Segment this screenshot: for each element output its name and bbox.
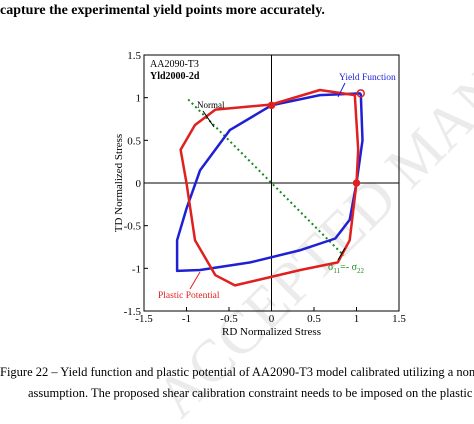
annotation-arrow — [189, 271, 201, 290]
point — [352, 179, 361, 187]
annotation: Normal — [197, 100, 225, 110]
annotation: σ11=- σ22 — [328, 262, 365, 275]
annotation-arrow — [337, 247, 346, 261]
point — [356, 89, 365, 98]
annotation-part: σ — [328, 262, 334, 273]
y-tick-label: 1.5 — [127, 50, 141, 62]
y-tick-label: 0.5 — [127, 135, 141, 147]
y-tick-label: -1 — [132, 263, 141, 275]
annotation-part: 22 — [357, 267, 365, 275]
y-tick-label: 0 — [136, 178, 142, 190]
legend-label: Plastic Potential — [158, 291, 220, 301]
annotation-arrow — [202, 110, 215, 128]
y-tick-label: 1 — [136, 93, 142, 105]
x-tick-label: -1 — [182, 313, 191, 325]
x-tick-label: 1 — [354, 313, 360, 325]
caption-line: assumption. The proposed shear calibrati… — [28, 386, 474, 400]
legend-label: Yield Function — [339, 73, 396, 83]
annotation: Yld2000-2d — [150, 71, 200, 82]
guide-line — [187, 98, 345, 257]
x-tick-label: 0 — [269, 313, 275, 325]
x-tick-label: -1.5 — [135, 313, 153, 325]
curve — [179, 88, 360, 287]
x-tick-label: -0.5 — [220, 313, 238, 325]
annotation-part: =- σ — [340, 262, 357, 273]
header-text: capture the experimental yield points mo… — [0, 3, 325, 18]
y-tick-label: -0.5 — [124, 221, 142, 233]
annotation-arrow — [337, 82, 346, 98]
x-tick-label: 1.5 — [392, 313, 406, 325]
y-tick-label: -1.5 — [124, 306, 142, 318]
x-axis-label: RD Normalized Stress — [222, 326, 321, 338]
caption-line: Figure 22 – Yield function and plastic p… — [0, 365, 474, 379]
x-tick-label: 0.5 — [307, 313, 321, 325]
point — [267, 101, 276, 110]
annotation-part: 11 — [333, 267, 340, 275]
annotation: AA2090-T3 — [150, 59, 199, 70]
y-axis-label: TD Normalized Stress — [113, 134, 125, 232]
